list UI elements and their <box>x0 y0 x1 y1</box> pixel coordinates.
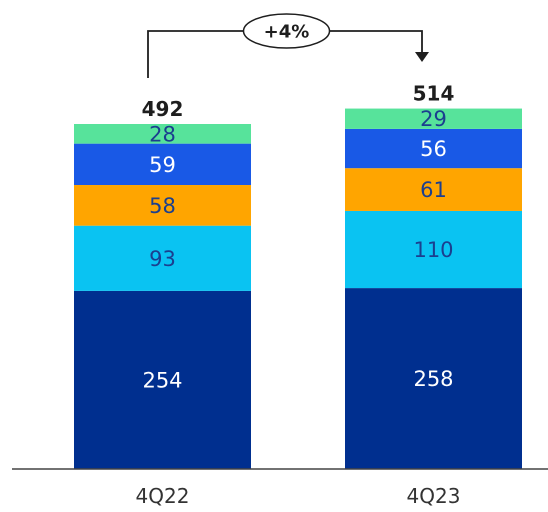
bar-segment-4Q23-3 <box>345 128 522 169</box>
growth-badge <box>242 13 331 49</box>
segment-label-4Q23-2: 61 <box>420 178 447 202</box>
growth-connector: +4% <box>147 13 429 78</box>
bar-segment-4Q23-4 <box>345 108 522 129</box>
x-tick-labels: 4Q22 4Q23 <box>136 484 461 508</box>
segment-label-4Q23-0: 258 <box>413 367 453 391</box>
segment-label-4Q23-4: 29 <box>420 107 447 131</box>
bar-segment-4Q22-1 <box>74 225 251 291</box>
segment-label-4Q22-0: 254 <box>142 368 182 392</box>
bar-segments <box>74 108 522 469</box>
bar-segment-4Q22-0 <box>74 290 251 469</box>
bar-segment-4Q23-1 <box>345 210 522 289</box>
bar-segment-4Q23-2 <box>345 168 522 211</box>
x-tick-label-4Q22: 4Q22 <box>136 484 190 508</box>
segment-value-labels: 254 93 58 59 28 258 110 61 56 29 <box>142 107 453 392</box>
bar-segment-4Q23-0 <box>345 288 522 469</box>
growth-arrowhead-icon <box>415 52 429 62</box>
total-label-4Q22: 492 <box>142 97 184 121</box>
segment-label-4Q23-3: 56 <box>420 137 447 161</box>
bar-segment-4Q22-2 <box>74 185 251 226</box>
segment-label-4Q23-1: 110 <box>413 238 453 262</box>
total-labels: 492 514 <box>142 82 455 121</box>
segment-label-4Q22-1: 93 <box>149 247 176 271</box>
segment-label-4Q22-3: 59 <box>149 153 176 177</box>
bar-segment-4Q22-3 <box>74 143 251 185</box>
segment-label-4Q22-2: 58 <box>149 194 176 218</box>
bar-segment-4Q22-4 <box>74 124 251 144</box>
growth-label: +4% <box>264 22 310 43</box>
x-tick-label-4Q23: 4Q23 <box>407 484 461 508</box>
total-label-4Q23: 514 <box>413 82 455 106</box>
growth-bracket-line <box>147 30 423 78</box>
segment-label-4Q22-4: 28 <box>149 122 176 146</box>
